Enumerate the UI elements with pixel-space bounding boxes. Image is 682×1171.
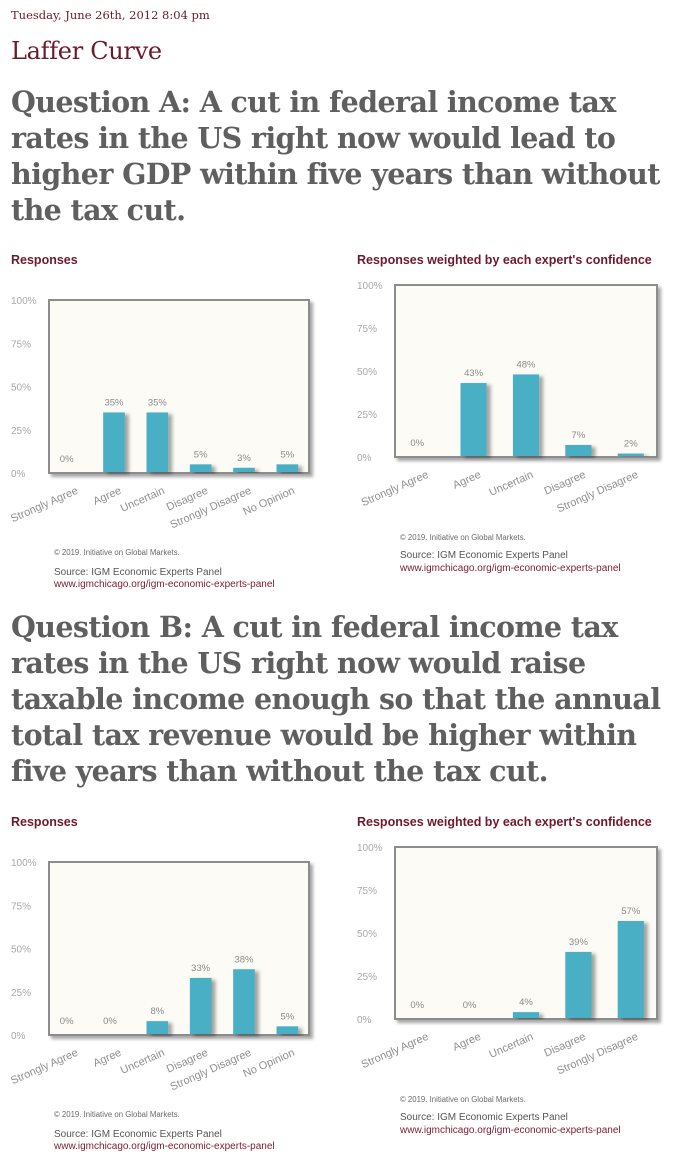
y-tick-label: 50% <box>357 367 377 378</box>
bar-value-label: 48% <box>516 359 536 370</box>
chart-svg: Responses 0% 25% 50% 75% 100% 0% Strongly Agree… <box>9 815 310 1152</box>
bar <box>617 920 644 1018</box>
bar-value-label: 35% <box>104 397 124 408</box>
bar-value-label: 39% <box>569 937 589 948</box>
y-tick-label: 75% <box>11 339 31 350</box>
bar-value-label: 0% <box>410 438 424 449</box>
bar <box>512 374 540 456</box>
bar-value-label: 2% <box>624 439 638 450</box>
x-category-label: Uncertain <box>119 485 167 515</box>
source-link[interactable]: www.igmchicago.org/igm-economic-experts-… <box>53 579 275 590</box>
x-category-label: Uncertain <box>119 1047 167 1077</box>
x-category-label: Strongly Agree <box>9 485 80 525</box>
y-tick-label: 25% <box>11 988 31 999</box>
source-link[interactable]: www.igmchicago.org/igm-economic-experts-… <box>399 563 621 574</box>
copyright-note: © 2019. Initiative on Global Markets. <box>54 548 180 557</box>
chart-svg: Responses 0% 25% 50% 75% 100% 0% Strongly Agree… <box>9 253 310 590</box>
question-a-heading: Question A: A cut in federal income tax … <box>11 85 660 227</box>
x-category-label: Agree <box>451 469 483 492</box>
y-tick-label: 25% <box>11 426 31 437</box>
bar-value-label: 4% <box>519 997 533 1008</box>
bar <box>146 412 169 472</box>
y-tick-label: 100% <box>11 296 37 307</box>
post-date: Tuesday, June 26th, 2012 8:04 pm <box>11 8 210 22</box>
bar <box>189 464 212 472</box>
bar <box>565 951 592 1018</box>
bar-value-label: 0% <box>410 1000 424 1011</box>
copyright-note: © 2019. Initiative on Global Markets. <box>54 1110 180 1119</box>
bar-value-label: 5% <box>194 449 208 460</box>
bar <box>146 1021 169 1034</box>
copyright-note: © 2019. Initiative on Global Markets. <box>400 1095 526 1104</box>
chart-question-a-responses: Responses 0% 25% 50% 75% 100% 0% Strongly Agree… <box>0 245 336 595</box>
y-tick-label: 0% <box>11 469 26 480</box>
x-category-label: Uncertain <box>487 1031 535 1061</box>
bar-value-label: 0% <box>103 1016 117 1027</box>
bar-value-label: 0% <box>463 1000 477 1011</box>
y-tick-label: 25% <box>357 972 377 983</box>
chart-title: Responses <box>11 815 78 829</box>
y-tick-label: 0% <box>357 1015 372 1026</box>
bar <box>276 1026 299 1034</box>
bar <box>276 464 299 472</box>
chart-svg: Responses weighted by each expert's conf… <box>357 815 658 1136</box>
chart-title: Responses weighted by each expert's conf… <box>357 253 652 267</box>
plot-area <box>48 861 310 1036</box>
y-tick-label: 75% <box>11 901 31 912</box>
bar <box>617 453 644 456</box>
chart-question-b-weighted: Responses weighted by each expert's conf… <box>346 807 682 1157</box>
y-tick-label: 0% <box>357 453 372 464</box>
source-link[interactable]: www.igmchicago.org/igm-economic-experts-… <box>399 1125 621 1136</box>
x-category-label: Uncertain <box>487 469 535 499</box>
chart-svg: Responses weighted by each expert's conf… <box>357 253 658 574</box>
x-category-label: Strongly Agree <box>360 1031 431 1071</box>
x-category-label: Strongly Agree <box>9 1047 80 1087</box>
chart-question-a-weighted: Responses weighted by each expert's conf… <box>346 245 682 595</box>
bar <box>233 969 255 1034</box>
bar-value-label: 43% <box>464 368 484 379</box>
bar <box>189 977 212 1034</box>
y-tick-label: 50% <box>357 929 377 940</box>
y-tick-label: 75% <box>357 886 377 897</box>
bar-value-label: 38% <box>234 954 254 965</box>
bar <box>460 383 487 456</box>
bar-value-label: 8% <box>150 1006 164 1017</box>
bar-value-label: 3% <box>237 453 251 464</box>
y-tick-label: 0% <box>11 1031 26 1042</box>
bar-value-label: 57% <box>621 906 641 917</box>
x-category-label: Strongly Agree <box>360 469 431 509</box>
plot-area <box>394 846 658 1020</box>
y-tick-label: 25% <box>357 410 377 421</box>
post-title[interactable]: Laffer Curve <box>11 37 162 65</box>
bar-value-label: 0% <box>60 454 74 465</box>
y-tick-label: 100% <box>357 281 383 292</box>
bar-value-label: 7% <box>572 430 586 441</box>
bar-value-label: 33% <box>191 963 211 974</box>
copyright-note: © 2019. Initiative on Global Markets. <box>400 533 526 542</box>
bar-value-label: 5% <box>280 1011 294 1022</box>
bar-value-label: 5% <box>280 449 294 460</box>
bar-value-label: 0% <box>60 1016 74 1027</box>
y-tick-label: 50% <box>11 383 31 394</box>
bar <box>103 412 125 472</box>
bar-value-label: 35% <box>148 397 168 408</box>
y-tick-label: 100% <box>357 843 383 854</box>
source-note: Source: IGM Economic Experts Panel <box>54 1129 222 1140</box>
question-b-heading: Question B: A cut in federal income tax … <box>11 610 661 788</box>
bar <box>233 467 255 472</box>
y-tick-label: 75% <box>357 324 377 335</box>
bar <box>565 444 592 456</box>
source-link[interactable]: www.igmchicago.org/igm-economic-experts-… <box>53 1141 275 1152</box>
source-note: Source: IGM Economic Experts Panel <box>54 567 222 578</box>
y-tick-label: 50% <box>11 945 31 956</box>
plot-area <box>48 299 310 474</box>
bar <box>512 1012 540 1018</box>
source-note: Source: IGM Economic Experts Panel <box>400 550 568 561</box>
chart-title: Responses <box>11 253 78 267</box>
source-note: Source: IGM Economic Experts Panel <box>400 1112 568 1123</box>
chart-title: Responses weighted by each expert's conf… <box>357 815 652 829</box>
x-category-label: Agree <box>451 1031 483 1054</box>
y-tick-label: 100% <box>11 858 37 869</box>
chart-question-b-responses: Responses 0% 25% 50% 75% 100% 0% Strongly Agree… <box>0 807 336 1157</box>
